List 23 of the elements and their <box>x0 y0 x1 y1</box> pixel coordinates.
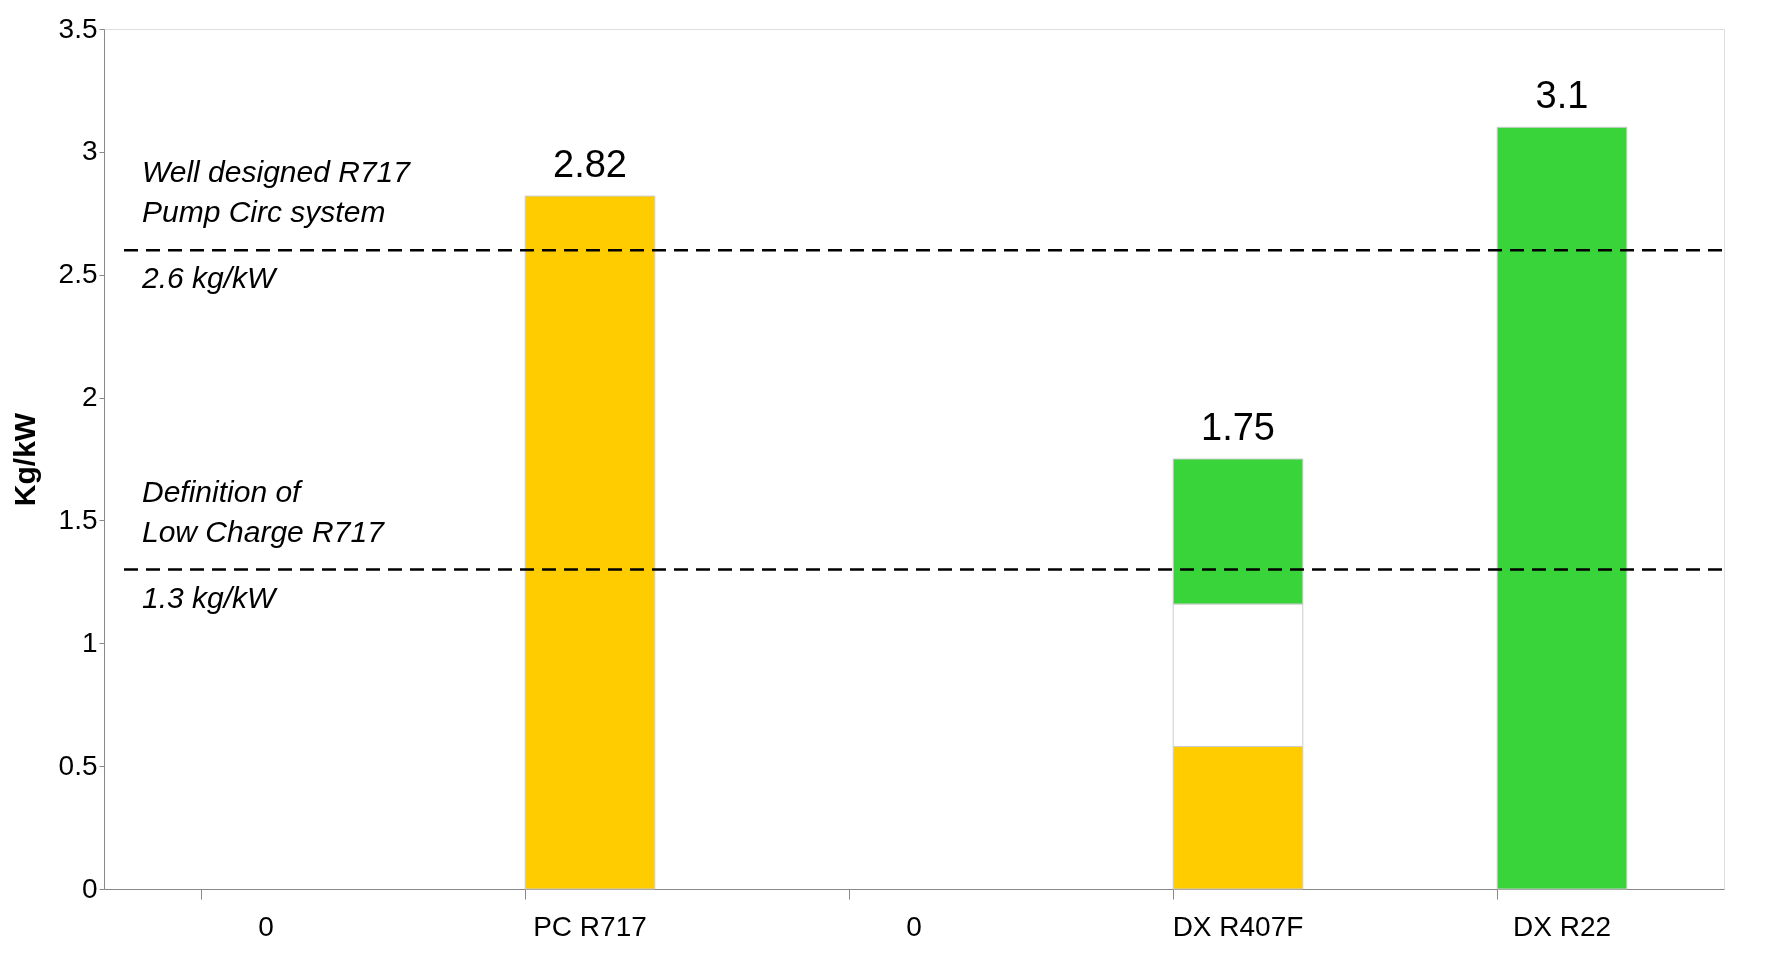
x-tick-label: PC R717 <box>533 910 647 942</box>
y-tick-label: 0 <box>81 872 98 904</box>
y-tick-label: 3 <box>81 135 98 167</box>
bar <box>1496 126 1628 890</box>
y-tick-label: 3.5 <box>58 12 98 44</box>
ref-line-label: 1.3 kg/kW <box>142 580 279 614</box>
ref-line-label: 2.6 kg/kW <box>141 261 279 295</box>
x-tick-label: 0 <box>906 910 922 942</box>
y-tick-label: 1 <box>81 626 98 658</box>
bar <box>524 195 656 890</box>
total-label: 1.75 <box>1201 406 1275 448</box>
total-label: 2.82 <box>553 143 627 186</box>
y-axis-title: Kg/kW <box>7 412 41 507</box>
y-tick-label: 0.5 <box>58 749 98 781</box>
y-tick-label: 1.5 <box>58 503 98 535</box>
x-tick-label: DX R22 <box>1512 910 1612 942</box>
annotation: Well designed R717 Pump Circ system <box>142 155 412 229</box>
y-tick-label: 2 <box>81 381 98 413</box>
annotation: Definition of Low Charge R717 <box>142 474 386 548</box>
x-tick-label: DX R407F <box>1172 910 1304 942</box>
total-label: 3.1 <box>1535 74 1589 117</box>
y-tick-label: 2.5 <box>58 258 98 290</box>
x-tick-label: 0 <box>258 910 274 942</box>
